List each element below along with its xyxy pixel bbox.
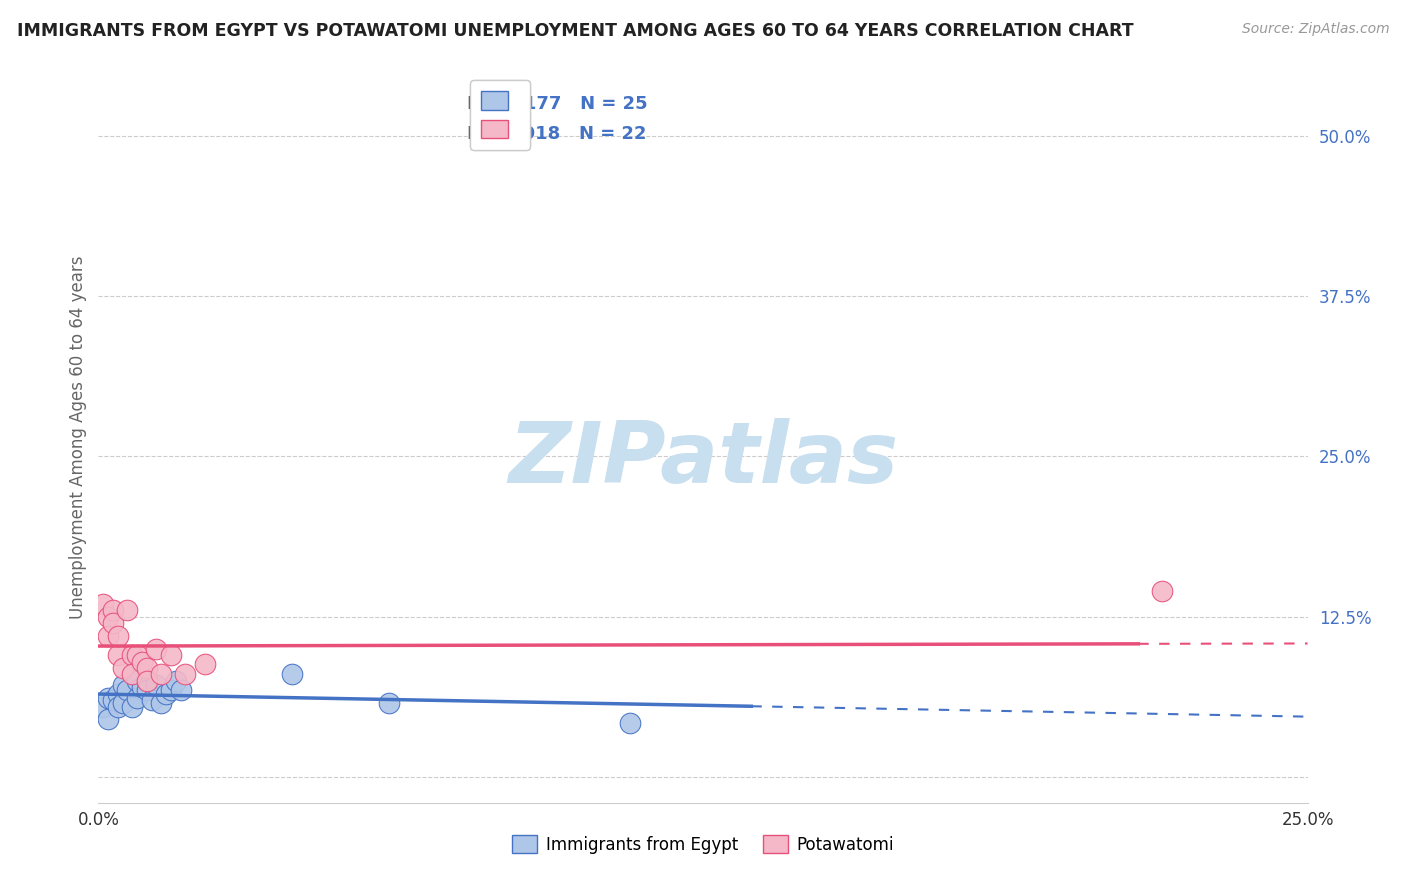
Point (150, 696, 173, 710)
Point (97, 690, 120, 705)
Point (127, 648, 149, 663)
Point (135, 673, 157, 688)
Point (165, 673, 187, 688)
Point (101, 616, 124, 631)
Point (194, 657, 217, 672)
Point (111, 696, 134, 710)
Point (107, 629, 129, 643)
Point (141, 693, 163, 707)
Point (169, 682, 191, 697)
Point (127, 690, 149, 705)
Point (155, 687, 177, 701)
Point (117, 682, 139, 697)
Point (107, 687, 129, 701)
Point (107, 699, 129, 714)
Point (377, 696, 399, 710)
Point (174, 667, 197, 681)
Point (121, 667, 143, 681)
Point (135, 682, 157, 697)
Point (91, 597, 114, 611)
Point (131, 681, 153, 695)
Point (111, 661, 134, 675)
Point (145, 641, 167, 656)
Point (150, 667, 173, 681)
Text: IMMIGRANTS FROM EGYPT VS POTAWATOMI UNEMPLOYMENT AMONG AGES 60 TO 64 YEARS CORRE: IMMIGRANTS FROM EGYPT VS POTAWATOMI UNEM… (17, 22, 1133, 40)
Point (135, 673, 157, 688)
Point (111, 678, 134, 692)
Text: 0.018   N = 22: 0.018 N = 22 (498, 125, 647, 143)
Point (131, 655, 153, 669)
Text: R =: R = (467, 95, 506, 113)
Y-axis label: Unemployment Among Ages 60 to 64 years: Unemployment Among Ages 60 to 64 years (69, 255, 87, 619)
Point (121, 699, 143, 714)
Point (97, 712, 120, 726)
Text: -0.177   N = 25: -0.177 N = 25 (498, 95, 648, 113)
Point (121, 648, 143, 663)
Point (281, 667, 304, 681)
Point (160, 682, 183, 697)
Point (135, 661, 157, 675)
Point (145, 678, 167, 692)
Point (107, 648, 129, 663)
Text: Source: ZipAtlas.com: Source: ZipAtlas.com (1241, 22, 1389, 37)
Point (101, 603, 124, 617)
Point (127, 673, 149, 688)
Point (619, 716, 641, 731)
Legend: Immigrants from Egypt, Potawatomi: Immigrants from Egypt, Potawatomi (506, 829, 900, 860)
Point (1152, 584, 1174, 599)
Point (97, 629, 120, 643)
Point (91, 699, 114, 714)
Text: R =: R = (467, 125, 506, 143)
Text: ZIPatlas: ZIPatlas (508, 417, 898, 500)
Point (97, 609, 120, 624)
Point (160, 648, 183, 663)
Point (101, 693, 124, 707)
Point (117, 603, 139, 617)
